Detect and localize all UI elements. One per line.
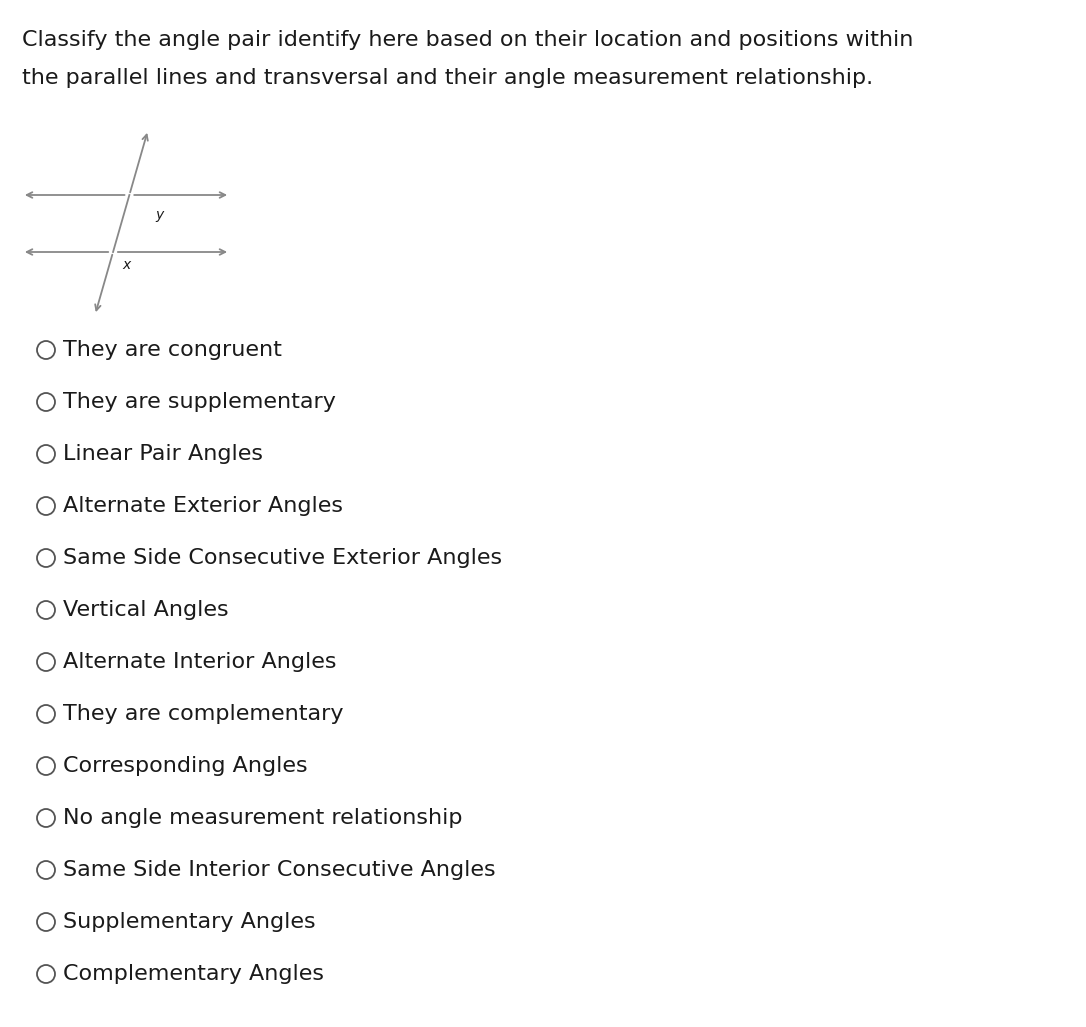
Text: Alternate Interior Angles: Alternate Interior Angles bbox=[63, 652, 337, 672]
Text: y: y bbox=[155, 208, 163, 222]
Text: Linear Pair Angles: Linear Pair Angles bbox=[63, 444, 263, 464]
Text: Alternate Exterior Angles: Alternate Exterior Angles bbox=[63, 496, 343, 516]
Text: Same Side Consecutive Exterior Angles: Same Side Consecutive Exterior Angles bbox=[63, 548, 502, 568]
Text: Supplementary Angles: Supplementary Angles bbox=[63, 912, 316, 931]
Text: Classify the angle pair identify here based on their location and positions with: Classify the angle pair identify here ba… bbox=[22, 30, 913, 50]
Text: x: x bbox=[122, 258, 130, 272]
Text: the parallel lines and transversal and their angle measurement relationship.: the parallel lines and transversal and t… bbox=[22, 68, 873, 88]
Text: No angle measurement relationship: No angle measurement relationship bbox=[63, 808, 463, 828]
Text: Same Side Interior Consecutive Angles: Same Side Interior Consecutive Angles bbox=[63, 860, 495, 880]
Text: They are congruent: They are congruent bbox=[63, 340, 282, 360]
Text: Corresponding Angles: Corresponding Angles bbox=[63, 756, 307, 776]
Text: Vertical Angles: Vertical Angles bbox=[63, 600, 229, 620]
Text: They are supplementary: They are supplementary bbox=[63, 392, 336, 412]
Text: They are complementary: They are complementary bbox=[63, 703, 343, 724]
Text: Complementary Angles: Complementary Angles bbox=[63, 964, 324, 984]
